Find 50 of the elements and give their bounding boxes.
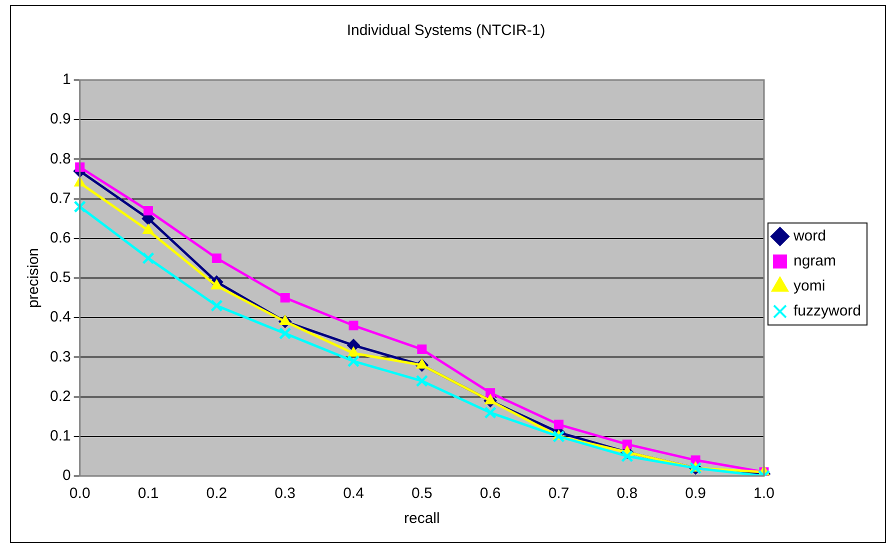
chart-title: Individual Systems (NTCIR-1) — [346, 22, 546, 40]
point — [484, 394, 496, 404]
y-tick-label: 0.5 — [50, 269, 71, 286]
y-tick-label: 0.7 — [50, 190, 71, 207]
y-tick-label: 0.8 — [50, 150, 71, 168]
legend-label: ngram — [793, 252, 836, 270]
x-tick-label: 0.6 — [480, 485, 501, 502]
legend-label: word — [792, 228, 826, 245]
y-axis-title: precision — [25, 248, 42, 308]
y-tick-label: 0.4 — [50, 308, 71, 326]
legend-label: yomi — [793, 278, 826, 295]
y-tick-label: 0.1 — [50, 428, 71, 445]
y-tick-label: 0.9 — [50, 110, 71, 128]
x-tick-label: 0.3 — [274, 485, 296, 502]
point — [212, 253, 222, 263]
point — [622, 440, 632, 450]
point — [348, 320, 358, 330]
x-axis-title: recall — [404, 510, 440, 528]
x-tick-label: 0.7 — [548, 485, 570, 502]
point — [620, 450, 634, 462]
point — [417, 344, 427, 354]
x-tick-label: 0.5 — [411, 485, 432, 502]
point — [210, 300, 223, 312]
point — [484, 406, 497, 419]
point — [486, 388, 496, 398]
point — [348, 346, 360, 357]
point — [142, 252, 154, 264]
x-tick-label: 0.4 — [343, 485, 364, 502]
y-tick-label: 0.3 — [50, 348, 71, 366]
y-tick-label: 0 — [62, 467, 71, 484]
legend-label: fuzzyword — [793, 302, 862, 320]
x-tick-label: 0.2 — [206, 485, 228, 502]
point — [347, 354, 360, 368]
x-tick-label: 1.0 — [754, 485, 774, 502]
x-tick-label: 0.9 — [685, 485, 706, 502]
point — [416, 374, 428, 388]
point — [552, 430, 565, 443]
x-tick-label: 0.0 — [69, 485, 90, 502]
point — [554, 420, 564, 430]
y-tick-label: 1 — [62, 71, 71, 88]
y-tick-label: 0.2 — [50, 388, 71, 405]
point — [278, 327, 292, 340]
point — [279, 315, 291, 326]
point — [416, 358, 428, 369]
y-tick-label: 0.6 — [50, 230, 71, 247]
x-tick-label: 0.8 — [616, 485, 638, 502]
point — [144, 206, 154, 216]
x-tick-label: 0.1 — [138, 485, 159, 502]
point — [74, 200, 86, 213]
point — [280, 293, 290, 303]
